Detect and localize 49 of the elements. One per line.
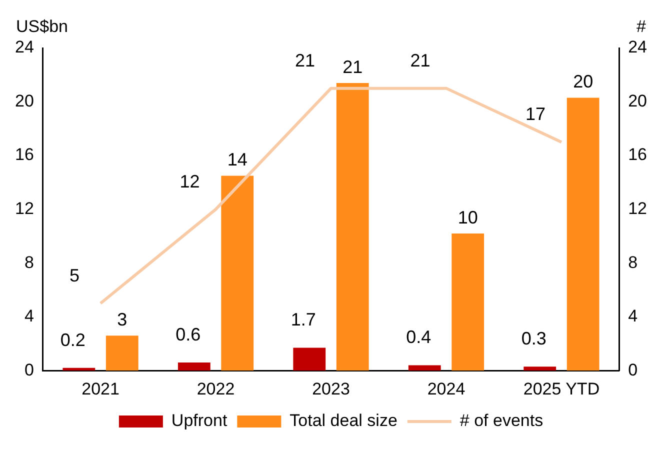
y-tick-label: 0 (24, 360, 34, 380)
y2-tick-label: 24 (628, 38, 648, 57)
data-label: 21 (342, 56, 363, 77)
y-tick-label: 4 (24, 306, 34, 326)
y-tick-label: 8 (24, 252, 34, 272)
y2-tick-label: 12 (628, 198, 648, 218)
bar (336, 82, 369, 371)
bar (524, 366, 556, 371)
data-label: 17 (525, 104, 546, 124)
data-label: 12 (180, 171, 200, 192)
legend-label: Total deal size (290, 411, 398, 430)
data-label: 21 (410, 50, 430, 70)
bar (452, 233, 484, 371)
x-tick-label: 2022 (196, 379, 235, 398)
bar (62, 368, 96, 371)
data-label: 1.7 (290, 310, 316, 330)
x-tick-label: 2021 (82, 379, 120, 398)
y2-tick-label: 0 (628, 360, 638, 380)
bar (221, 176, 254, 371)
bar (178, 362, 210, 371)
y-tick-label: 24 (14, 38, 34, 57)
legend-label: Upfront (171, 411, 228, 430)
y-tick-label: 20 (14, 91, 34, 110)
data-label: 10 (458, 207, 478, 228)
y2-tick-label: 8 (628, 252, 638, 272)
bar (566, 98, 600, 371)
x-tick-label: 2024 (427, 379, 466, 398)
data-label: 5 (70, 265, 80, 286)
data-label: 0.6 (176, 324, 201, 345)
y2-tick-label: 16 (628, 145, 648, 164)
y-axis-title: US$bn (16, 17, 68, 36)
x-tick-label: 2025 YTD (523, 379, 600, 398)
bar (408, 365, 441, 371)
y-tick-label: 16 (14, 145, 34, 164)
data-label: 14 (227, 150, 248, 170)
y2-axis-title: # (636, 17, 647, 36)
data-label: 20 (573, 72, 594, 92)
x-tick-label: 2023 (312, 379, 350, 398)
data-label: 0.4 (406, 327, 432, 348)
bar (106, 336, 138, 371)
y2-tick-label: 20 (628, 91, 648, 110)
legend-label: # of events (460, 411, 544, 430)
y-tick-label: 12 (14, 198, 34, 218)
bar (293, 348, 326, 371)
data-label: 0.3 (521, 328, 546, 349)
data-label: 21 (294, 50, 316, 70)
data-label: 3 (117, 310, 128, 330)
data-label: 0.2 (60, 330, 86, 350)
y2-tick-label: 4 (628, 306, 638, 326)
